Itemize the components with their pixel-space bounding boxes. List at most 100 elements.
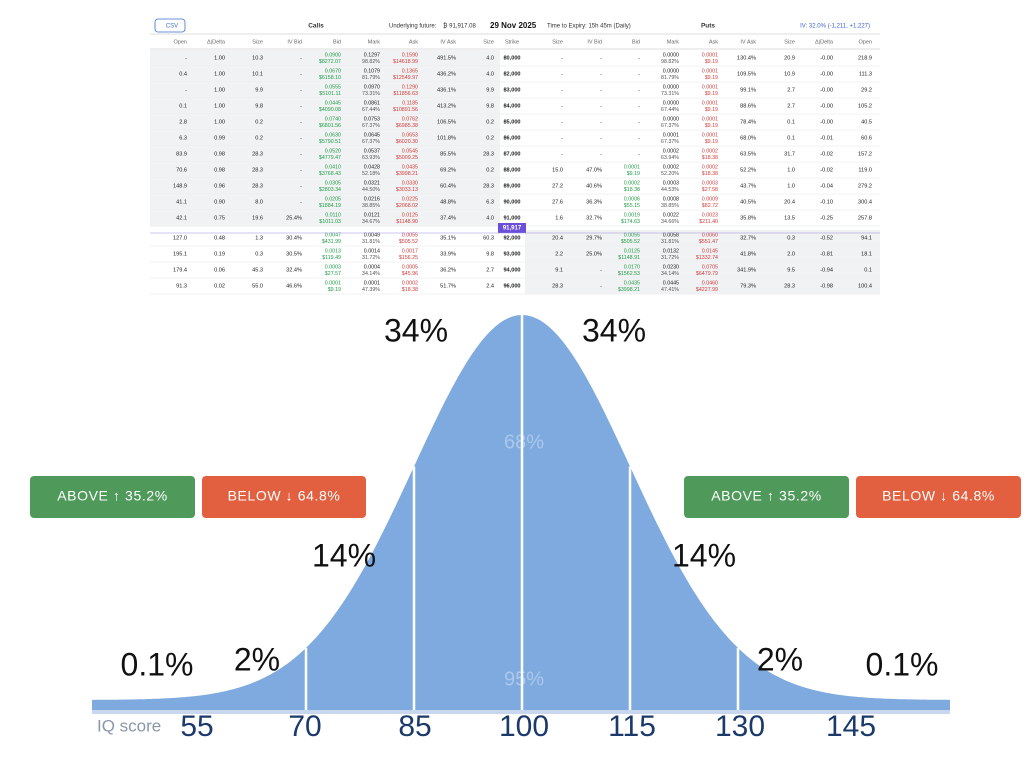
cell-value: 106.5% [437, 119, 456, 125]
cell-subvalue: 67.37% [362, 139, 380, 145]
vote-button[interactable] [202, 476, 366, 518]
cell-value: 0.0705 [702, 264, 718, 270]
cell-subvalue: $1011.03 [319, 219, 341, 225]
cell-value: 4.0 [486, 71, 494, 77]
cell-subvalue: $55.15 [624, 203, 640, 209]
cell-value: 0.0001 [702, 52, 718, 58]
cell-value: - [185, 87, 187, 93]
cell-value: 0.0001 [325, 280, 341, 286]
cell-value: 0.0055 [624, 232, 640, 238]
cell-subvalue: 44.53% [661, 187, 679, 193]
cell-subvalue: $4090.08 [319, 107, 341, 113]
csv-label[interactable]: CSV [166, 24, 178, 30]
cell-value: -0.02 [820, 151, 833, 157]
cell-value: 19.6 [252, 215, 263, 221]
cell-value: 30.5% [286, 251, 302, 257]
cell-value: 25.0% [586, 251, 602, 257]
cell-subvalue: $9.19 [705, 139, 718, 145]
column-header: Ask [409, 39, 418, 45]
vote-button[interactable] [684, 476, 849, 518]
vote-button-label[interactable]: BELOW ↓ 64.8% [882, 488, 995, 504]
cell-value: 111.3 [859, 71, 872, 77]
cell-value: 78.4% [740, 119, 756, 125]
cell-value: 300.4 [858, 199, 872, 205]
itm-shade [525, 262, 880, 278]
cell-value: 0.0428 [364, 164, 380, 170]
cell-subvalue: 38.85% [661, 203, 679, 209]
strike: 80,000 [503, 55, 520, 61]
cell-value: 9.9 [486, 87, 494, 93]
cell-subvalue: 81.79% [362, 75, 380, 81]
column-header: Size [483, 39, 494, 45]
cell-value: 0.0019 [624, 212, 640, 218]
cell-value: 1.6 [555, 215, 563, 221]
cell-value: - [600, 283, 602, 289]
cell-value: 1.00 [214, 103, 225, 109]
cell-value: 0.0001 [624, 164, 640, 170]
cell-value: 0.0435 [402, 164, 418, 170]
cell-value: - [600, 55, 602, 61]
cell-value: 32.7% [586, 215, 602, 221]
column-header: IV Bid [587, 39, 602, 45]
cell-subvalue: $119.49 [322, 255, 341, 261]
vote-button-label[interactable]: ABOVE ↑ 35.2% [711, 488, 822, 504]
cell-value: -0.98 [820, 283, 833, 289]
cell-subvalue: $1562.53 [618, 271, 640, 277]
cell-value: 0.0762 [402, 116, 418, 122]
cell-value: 0.0002 [702, 164, 718, 170]
cell-value: 0.0230 [663, 264, 679, 270]
cell-value: 0.0006 [624, 196, 640, 202]
cell-value: 0.2 [255, 119, 263, 125]
cell-subvalue: 44.50% [362, 187, 380, 193]
cell-value: 0.0002 [402, 280, 418, 286]
cell-value: 0.0645 [364, 132, 380, 138]
cell-subvalue: 52.18% [362, 171, 380, 177]
vote-button[interactable] [30, 476, 195, 518]
cell-value: -0.04 [820, 183, 833, 189]
cell-value: 148.9 [173, 183, 187, 189]
cell-value: 0.0049 [364, 232, 380, 238]
vote-button-label[interactable]: ABOVE ↑ 35.2% [57, 488, 168, 504]
cell-value: - [638, 71, 640, 77]
cell-value: 99.1% [740, 87, 756, 93]
puts-title: Puts [701, 23, 715, 30]
cell-value: 2.7 [787, 87, 795, 93]
cell-subvalue: 34.67% [362, 219, 380, 225]
cell-subvalue: $9.19 [705, 107, 718, 113]
cell-value: 20.4 [784, 199, 795, 205]
cell-value: 0.0545 [402, 148, 418, 154]
strike: 88,000 [503, 167, 520, 173]
cell-value: 0.0445 [325, 100, 341, 106]
cell-value: 41.1 [176, 199, 187, 205]
column-header: Size [784, 39, 795, 45]
cell-value: 36.3% [586, 199, 602, 205]
cell-value: 0.0001 [702, 132, 718, 138]
column-header: Open [859, 39, 872, 45]
cell-value: 0.0460 [702, 280, 718, 286]
itm-shade [525, 278, 880, 294]
cell-subvalue: $6985.38 [396, 123, 418, 129]
cell-value: 0.2 [486, 167, 494, 173]
cell-value: - [600, 87, 602, 93]
cell-value: 0.0002 [624, 180, 640, 186]
cell-value: - [300, 135, 302, 141]
cell-subvalue: 34.14% [661, 271, 679, 277]
cell-value: 9.5 [787, 267, 795, 273]
cell-subvalue: $9.19 [705, 123, 718, 129]
axis-label: IQ score [97, 716, 161, 735]
vote-button[interactable] [856, 476, 1021, 518]
cell-value: 0.3 [787, 235, 795, 241]
cell-value: - [600, 135, 602, 141]
cell-subvalue: $9.19 [705, 91, 718, 97]
column-header: IV Bid [287, 39, 302, 45]
cell-value: 0.0022 [663, 212, 679, 218]
cell-value: - [600, 103, 602, 109]
strike: 96,000 [503, 283, 520, 289]
underlying-label: Underlying future: [389, 24, 437, 30]
column-header: IV Ask [440, 39, 456, 45]
cell-value: - [300, 55, 302, 61]
vote-button-label[interactable]: BELOW ↓ 64.8% [228, 488, 341, 504]
csv-button[interactable] [154, 18, 186, 33]
cell-value: 0.0555 [325, 84, 341, 90]
cell-value: - [561, 135, 563, 141]
